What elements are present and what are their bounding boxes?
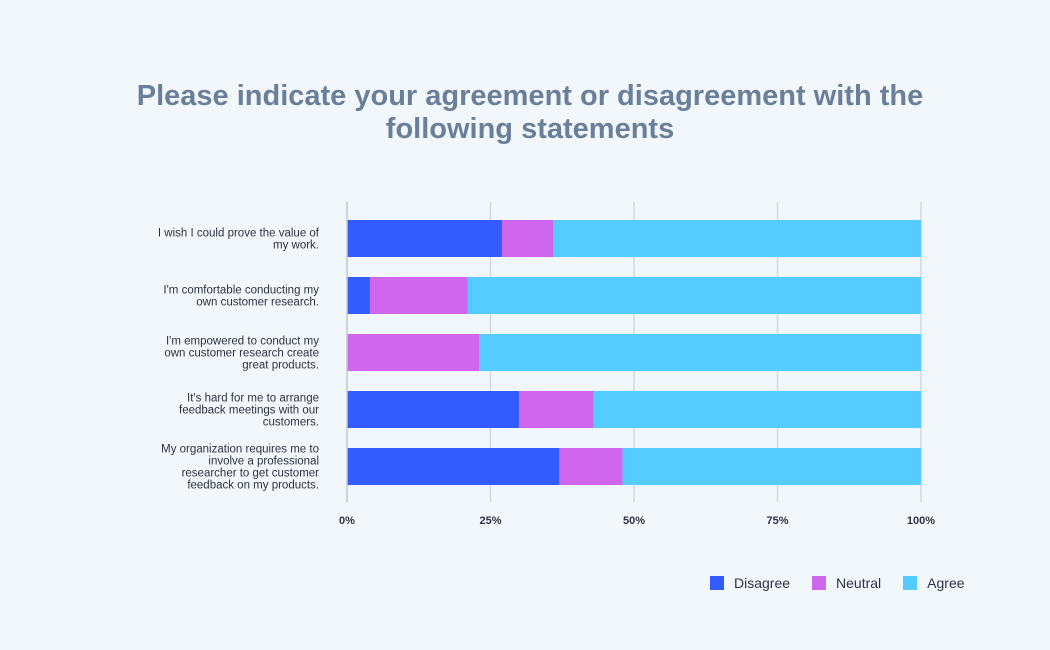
legend-item-disagree: Disagree xyxy=(710,575,790,591)
bar-disagree-3 xyxy=(347,391,520,428)
bar-disagree-1 xyxy=(347,277,370,314)
bar-agree-2 xyxy=(479,334,921,371)
legend-swatch-neutral xyxy=(812,576,827,590)
bar-agree-0 xyxy=(553,220,921,257)
legend-label-neutral: Neutral xyxy=(836,575,882,591)
bar-neutral-3 xyxy=(519,391,594,428)
bars xyxy=(347,220,921,485)
bar-neutral-0 xyxy=(501,220,554,257)
x-tick-label-0: 0% xyxy=(339,515,355,527)
bar-agree-1 xyxy=(467,277,921,314)
bar-agree-3 xyxy=(593,391,921,428)
category-labels: I wish I could prove the value of my work… xyxy=(158,228,320,492)
x-tick-label-100: 100% xyxy=(907,515,935,527)
category-label-1: I'm comfortable conducting my own custome… xyxy=(163,285,319,309)
bar-neutral-2 xyxy=(347,334,480,371)
bar-disagree-4 xyxy=(347,448,560,485)
legend-item-neutral: Neutral xyxy=(812,575,881,591)
bar-neutral-1 xyxy=(369,277,468,314)
x-tick-labels: 0% 25% 50% 75% 100% xyxy=(339,515,935,527)
bar-agree-4 xyxy=(622,448,921,485)
legend-label-agree: Agree xyxy=(927,575,965,591)
legend: Disagree Neutral Agree xyxy=(710,575,987,591)
legend-label-disagree: Disagree xyxy=(734,575,791,591)
category-label-4: My organization requires me to involve a … xyxy=(161,444,319,492)
x-tick-label-75: 75% xyxy=(766,515,788,527)
bar-neutral-4 xyxy=(559,448,623,485)
category-label-3: It's hard for me to arrange feedback meet… xyxy=(179,393,319,429)
legend-swatch-disagree xyxy=(710,576,724,590)
legend-swatch-agree xyxy=(903,576,918,590)
category-label-0: I wish I could prove the value of my work… xyxy=(158,228,320,252)
chart-title: Please indicate your agreement or disagr… xyxy=(136,80,924,145)
x-tick-label-50: 50% xyxy=(623,515,645,527)
bar-disagree-0 xyxy=(347,220,502,257)
category-label-2: I'm empowered to conduct my own customer … xyxy=(164,336,319,372)
x-tick-label-25: 25% xyxy=(479,515,501,527)
legend-item-agree: Agree xyxy=(903,575,965,591)
